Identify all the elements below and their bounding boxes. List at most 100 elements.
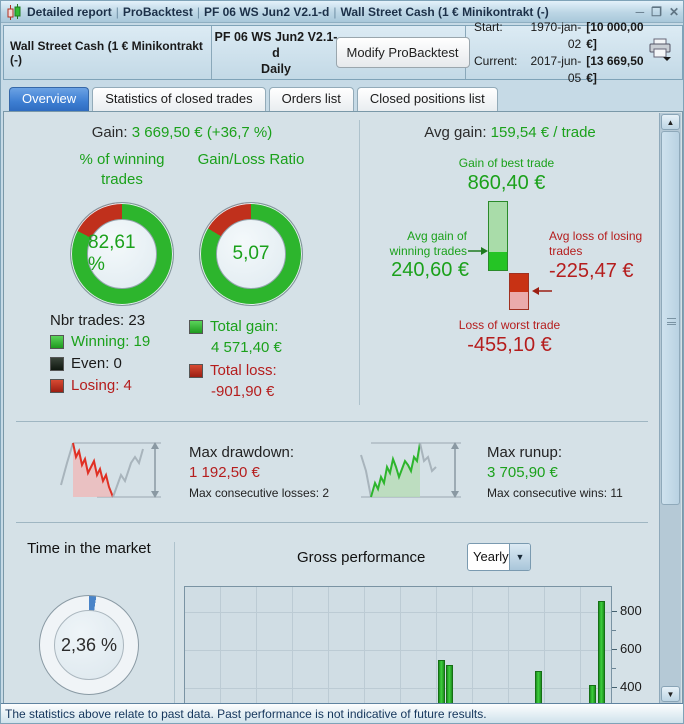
total-loss-row: Total loss: bbox=[189, 362, 277, 379]
tab-statistics-of-closed-trades[interactable]: Statistics of closed trades bbox=[92, 87, 266, 111]
backtest-dates: Start: 1970-jan-02 [10 000,00 €] Current… bbox=[466, 20, 682, 85]
worst-trade-bar bbox=[509, 273, 529, 310]
report-tabs: Overview Statistics of closed trades Ord… bbox=[3, 87, 498, 111]
total-gain-swatch-icon bbox=[189, 319, 203, 334]
gross-performance-label: Gross performance bbox=[297, 549, 426, 566]
modify-probacktest-button[interactable]: Modify ProBacktest bbox=[335, 37, 470, 68]
gain-loss-ratio-donut: 5,07 bbox=[199, 202, 303, 306]
scroll-down-icon[interactable]: ▼ bbox=[661, 686, 680, 702]
bottom-divider bbox=[174, 542, 175, 704]
avg-loss-value: -225,47 € bbox=[549, 260, 634, 282]
maximize-icon[interactable]: ❐ bbox=[651, 4, 662, 19]
runup-block: Max runup: 3 705,90 € Max consecutive wi… bbox=[487, 443, 623, 503]
printer-icon bbox=[649, 38, 671, 61]
report-header: Wall Street Cash (1 € Minikontrakt (-) P… bbox=[3, 20, 683, 85]
winning-trades-donut: 82,61 % bbox=[70, 202, 174, 306]
drawdown-sparkline bbox=[60, 442, 161, 498]
runup-value: 3 705,90 € bbox=[487, 464, 558, 481]
avg-gain-headline: Avg gain: 159,54 € / trade bbox=[424, 124, 596, 141]
consecutive-wins: Max consecutive wins: 11 bbox=[487, 486, 623, 500]
window-controls: ─ ❐ ✕ bbox=[636, 5, 679, 19]
winning-swatch-icon bbox=[50, 334, 64, 349]
instrument-name: Wall Street Cash (1 € Minikontrakt (-) bbox=[4, 26, 212, 79]
disclaimer-text: The statistics above relate to past data… bbox=[5, 706, 487, 721]
nbr-trades: Nbr trades: 23 bbox=[50, 312, 146, 329]
avg-gain-value: 159,54 € / trade bbox=[490, 124, 596, 141]
avg-win-value: 240,60 € bbox=[391, 259, 469, 281]
time-in-market-value: 2,36 % bbox=[60, 634, 118, 655]
minimize-icon[interactable]: ─ bbox=[635, 4, 645, 19]
avg-win-label: Avg gain of winning trades bbox=[389, 229, 467, 258]
y-axis-label: 400 bbox=[620, 679, 642, 694]
print-options-arrow-icon bbox=[663, 57, 671, 61]
worst-trade-value: -455,10 € bbox=[467, 334, 552, 356]
current-capital: [13 669,50 €] bbox=[586, 53, 644, 85]
overview-panel: Gain: 3 669,50 € (+36,7 %) Avg gain: 159… bbox=[3, 111, 683, 706]
total-loss-swatch-icon bbox=[189, 363, 203, 378]
column-divider bbox=[359, 120, 360, 405]
avg-loss-arrow-icon bbox=[532, 287, 552, 295]
performance-plot bbox=[184, 586, 612, 706]
performance-bar bbox=[446, 665, 453, 706]
losing-swatch-icon bbox=[50, 378, 64, 393]
best-trade-value: 860,40 € bbox=[467, 172, 546, 194]
print-button[interactable] bbox=[646, 38, 674, 67]
worst-trade-label: Loss of worst trade bbox=[458, 318, 561, 332]
scrollbar-thumb[interactable] bbox=[661, 131, 680, 505]
y-axis-label: 800 bbox=[620, 603, 642, 618]
avg-loss-label: Avg loss of losing trades bbox=[549, 229, 643, 258]
drawdown-value: 1 192,50 € bbox=[189, 464, 260, 481]
legend-even: Even: 0 bbox=[50, 355, 122, 372]
performance-bar bbox=[438, 659, 445, 706]
performance-y-axis: 800 600 400 bbox=[612, 586, 657, 706]
total-loss-value: -901,90 € bbox=[211, 383, 275, 400]
y-axis-label: 600 bbox=[620, 641, 642, 656]
tab-overview[interactable]: Overview bbox=[9, 87, 90, 111]
chevron-down-icon[interactable]: ▼ bbox=[509, 544, 530, 570]
ratio-donut-title: Gain/Loss Ratio bbox=[197, 151, 305, 168]
performance-bar bbox=[598, 600, 605, 706]
legend-winning: Winning: 19 bbox=[50, 333, 150, 350]
scrollbar-grip-icon bbox=[667, 318, 676, 325]
time-in-market-title: Time in the market bbox=[27, 540, 151, 557]
period-dropdown-value: Yearly bbox=[473, 549, 509, 564]
separator bbox=[16, 421, 648, 422]
scroll-up-icon[interactable]: ▲ bbox=[661, 114, 680, 130]
gain-headline: Gain: 3 669,50 € (+36,7 %) bbox=[91, 124, 273, 141]
drawdown-label: Max drawdown: bbox=[189, 444, 295, 461]
runup-label: Max runup: bbox=[487, 444, 563, 461]
avg-win-arrow-icon bbox=[468, 247, 488, 255]
start-date: 1970-jan-02 bbox=[530, 19, 582, 51]
gain-value: 3 669,50 € (+36,7 %) bbox=[131, 124, 273, 141]
current-date: 2017-jun-05 bbox=[530, 53, 582, 85]
status-bar: The statistics above relate to past data… bbox=[1, 703, 683, 723]
title-bar: Detailed report | ProBacktest | PF 06 WS Jun… bbox=[1, 1, 683, 23]
time-in-market-gauge: 2,36 % bbox=[39, 595, 139, 695]
current-row: Current: 2017-jun-05 [13 669,50 €] bbox=[474, 53, 646, 87]
winning-donut-title: % of winning trades bbox=[79, 151, 165, 188]
period-dropdown[interactable]: Yearly ▼ bbox=[467, 543, 531, 571]
close-icon[interactable]: ✕ bbox=[668, 4, 679, 19]
strategy-timeframe: Daily bbox=[261, 61, 291, 76]
best-trade-bar bbox=[488, 201, 508, 271]
even-swatch-icon bbox=[50, 356, 64, 371]
best-trade-label: Gain of best trade bbox=[458, 156, 555, 170]
consecutive-losses: Max consecutive losses: 2 bbox=[189, 486, 330, 500]
separator bbox=[16, 522, 648, 523]
strategy-name: PF 06 WS Jun2 V2.1-d Daily bbox=[214, 29, 338, 76]
drawdown-block: Max drawdown: 1 192,50 € Max consecutive… bbox=[189, 443, 329, 503]
vertical-scrollbar[interactable]: ▲ ▼ bbox=[659, 113, 681, 703]
tab-closed-positions-list[interactable]: Closed positions list bbox=[356, 87, 498, 111]
tab-orders-list[interactable]: Orders list bbox=[268, 87, 354, 111]
total-gain-row: Total gain: bbox=[189, 318, 278, 335]
start-row: Start: 1970-jan-02 [10 000,00 €] bbox=[474, 19, 646, 53]
performance-bar bbox=[535, 670, 542, 706]
winning-pct-value: 82,61 % bbox=[88, 232, 136, 275]
total-gain-value: 4 571,40 € bbox=[211, 339, 282, 356]
start-capital: [10 000,00 €] bbox=[586, 19, 644, 51]
runup-sparkline bbox=[360, 442, 461, 498]
candlestick-icon bbox=[7, 3, 21, 20]
window-title: Detailed report | ProBacktest | PF 06 WS Jun… bbox=[27, 4, 549, 19]
ratio-value: 5,07 bbox=[232, 243, 270, 264]
